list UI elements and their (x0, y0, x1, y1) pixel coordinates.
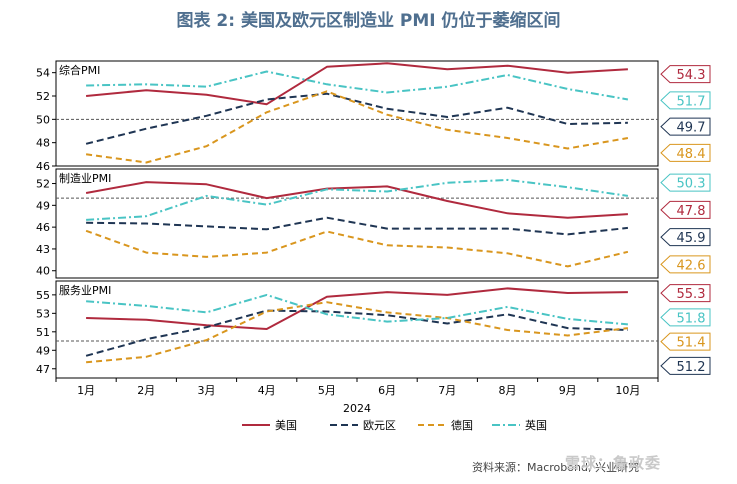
series-line-ez (85, 309, 628, 357)
series-line-us (86, 62, 628, 106)
panel-frame (55, 60, 659, 167)
panel-1: 40 43 46 49 52 制造业PMI 50.3 47.8 45.9 42.6 (36, 168, 711, 279)
last-value-label: 51.4 (677, 336, 706, 351)
y-tick-label: 46 (36, 221, 50, 234)
last-value-box (660, 356, 711, 375)
last-value-box (660, 332, 711, 351)
y-tick-label: 49 (36, 199, 50, 212)
last-value-box (660, 284, 711, 303)
x-tick-label: 8月 (499, 384, 517, 397)
y-tick-label: 48 (36, 137, 50, 150)
last-value-label: 51.7 (677, 94, 706, 109)
last-value-box (660, 228, 711, 247)
panel-frame (55, 168, 659, 279)
panel-0: 46 48 50 52 54 综合PMI 54.3 51.7 49.7 48.4 (36, 60, 711, 173)
last-value-label: 49.7 (677, 121, 706, 136)
last-value-box (660, 173, 711, 192)
legend-label-us: 美国 (275, 419, 297, 432)
last-value-label: 42.6 (677, 258, 706, 273)
chart-title: 图表 2: 美国及欧元区制造业 PMI 仍位于萎缩区间 (176, 11, 561, 31)
series-line-ez (85, 92, 628, 145)
y-tick-label: 52 (36, 178, 50, 191)
legend-label-ez: 欧元区 (363, 419, 396, 432)
x-tick-label: 3月 (198, 384, 216, 397)
series-line-us (86, 287, 628, 330)
x-axis-label: 2024 (343, 402, 371, 415)
series-line-de (86, 301, 629, 364)
y-tick-label: 46 (36, 160, 50, 173)
last-value-box (660, 91, 711, 110)
y-tick-label: 55 (36, 289, 50, 302)
series-line-de (85, 90, 629, 164)
series-line-uk (86, 178, 629, 221)
x-tick-label: 5月 (318, 384, 336, 397)
y-tick-label: 53 (36, 307, 50, 320)
x-tick-label: 6月 (378, 384, 396, 397)
y-tick-label: 47 (36, 363, 50, 376)
x-tick-label: 4月 (258, 384, 276, 397)
y-tick-label: 40 (36, 265, 50, 278)
last-value-label: 51.8 (677, 311, 706, 326)
legend-label-de: 德国 (451, 418, 473, 432)
last-value-box (660, 200, 711, 219)
last-value-box (660, 65, 711, 84)
last-value-label: 51.2 (677, 360, 706, 375)
legend-label-uk: 英国 (525, 418, 547, 432)
x-tick-label: 7月 (438, 384, 456, 397)
x-tick-label: 2月 (137, 384, 155, 397)
last-value-label: 50.3 (677, 177, 706, 192)
last-value-box (660, 117, 711, 136)
panel-name: 制造业PMI (59, 171, 111, 185)
series-line-uk (86, 293, 628, 326)
watermark: 雪球：鲁政委 (565, 454, 662, 472)
panel-frame (55, 280, 659, 379)
last-value-box (660, 308, 711, 327)
y-tick-label: 54 (36, 67, 50, 80)
last-value-label: 45.9 (677, 231, 706, 246)
panel-name: 综合PMI (59, 63, 100, 77)
panel-name: 服务业PMI (59, 284, 111, 297)
y-tick-label: 49 (36, 344, 50, 357)
last-value-box (660, 255, 711, 274)
x-tick-label: 9月 (559, 384, 577, 397)
x-tick-label: 10月 (615, 384, 640, 397)
series-line-us (85, 181, 628, 219)
y-tick-label: 51 (36, 326, 50, 339)
series-line-de (85, 229, 629, 268)
source-note: 资料来源：Macrobond, 兴业研究 (472, 461, 639, 474)
last-value-label: 47.8 (677, 204, 706, 219)
y-tick-label: 50 (36, 113, 50, 126)
series-line-uk (86, 70, 629, 101)
x-tick-label: 1月 (77, 384, 95, 397)
panel-2: 47 49 51 53 55 服务业PMI 55.3 51.8 51.4 51.2 (36, 280, 711, 379)
last-value-label: 54.3 (677, 68, 706, 83)
last-value-box (660, 143, 711, 162)
last-value-label: 55.3 (677, 287, 706, 302)
series-line-ez (86, 216, 629, 236)
last-value-label: 48.4 (677, 147, 706, 162)
y-tick-label: 52 (36, 90, 50, 103)
y-tick-label: 43 (36, 243, 50, 256)
